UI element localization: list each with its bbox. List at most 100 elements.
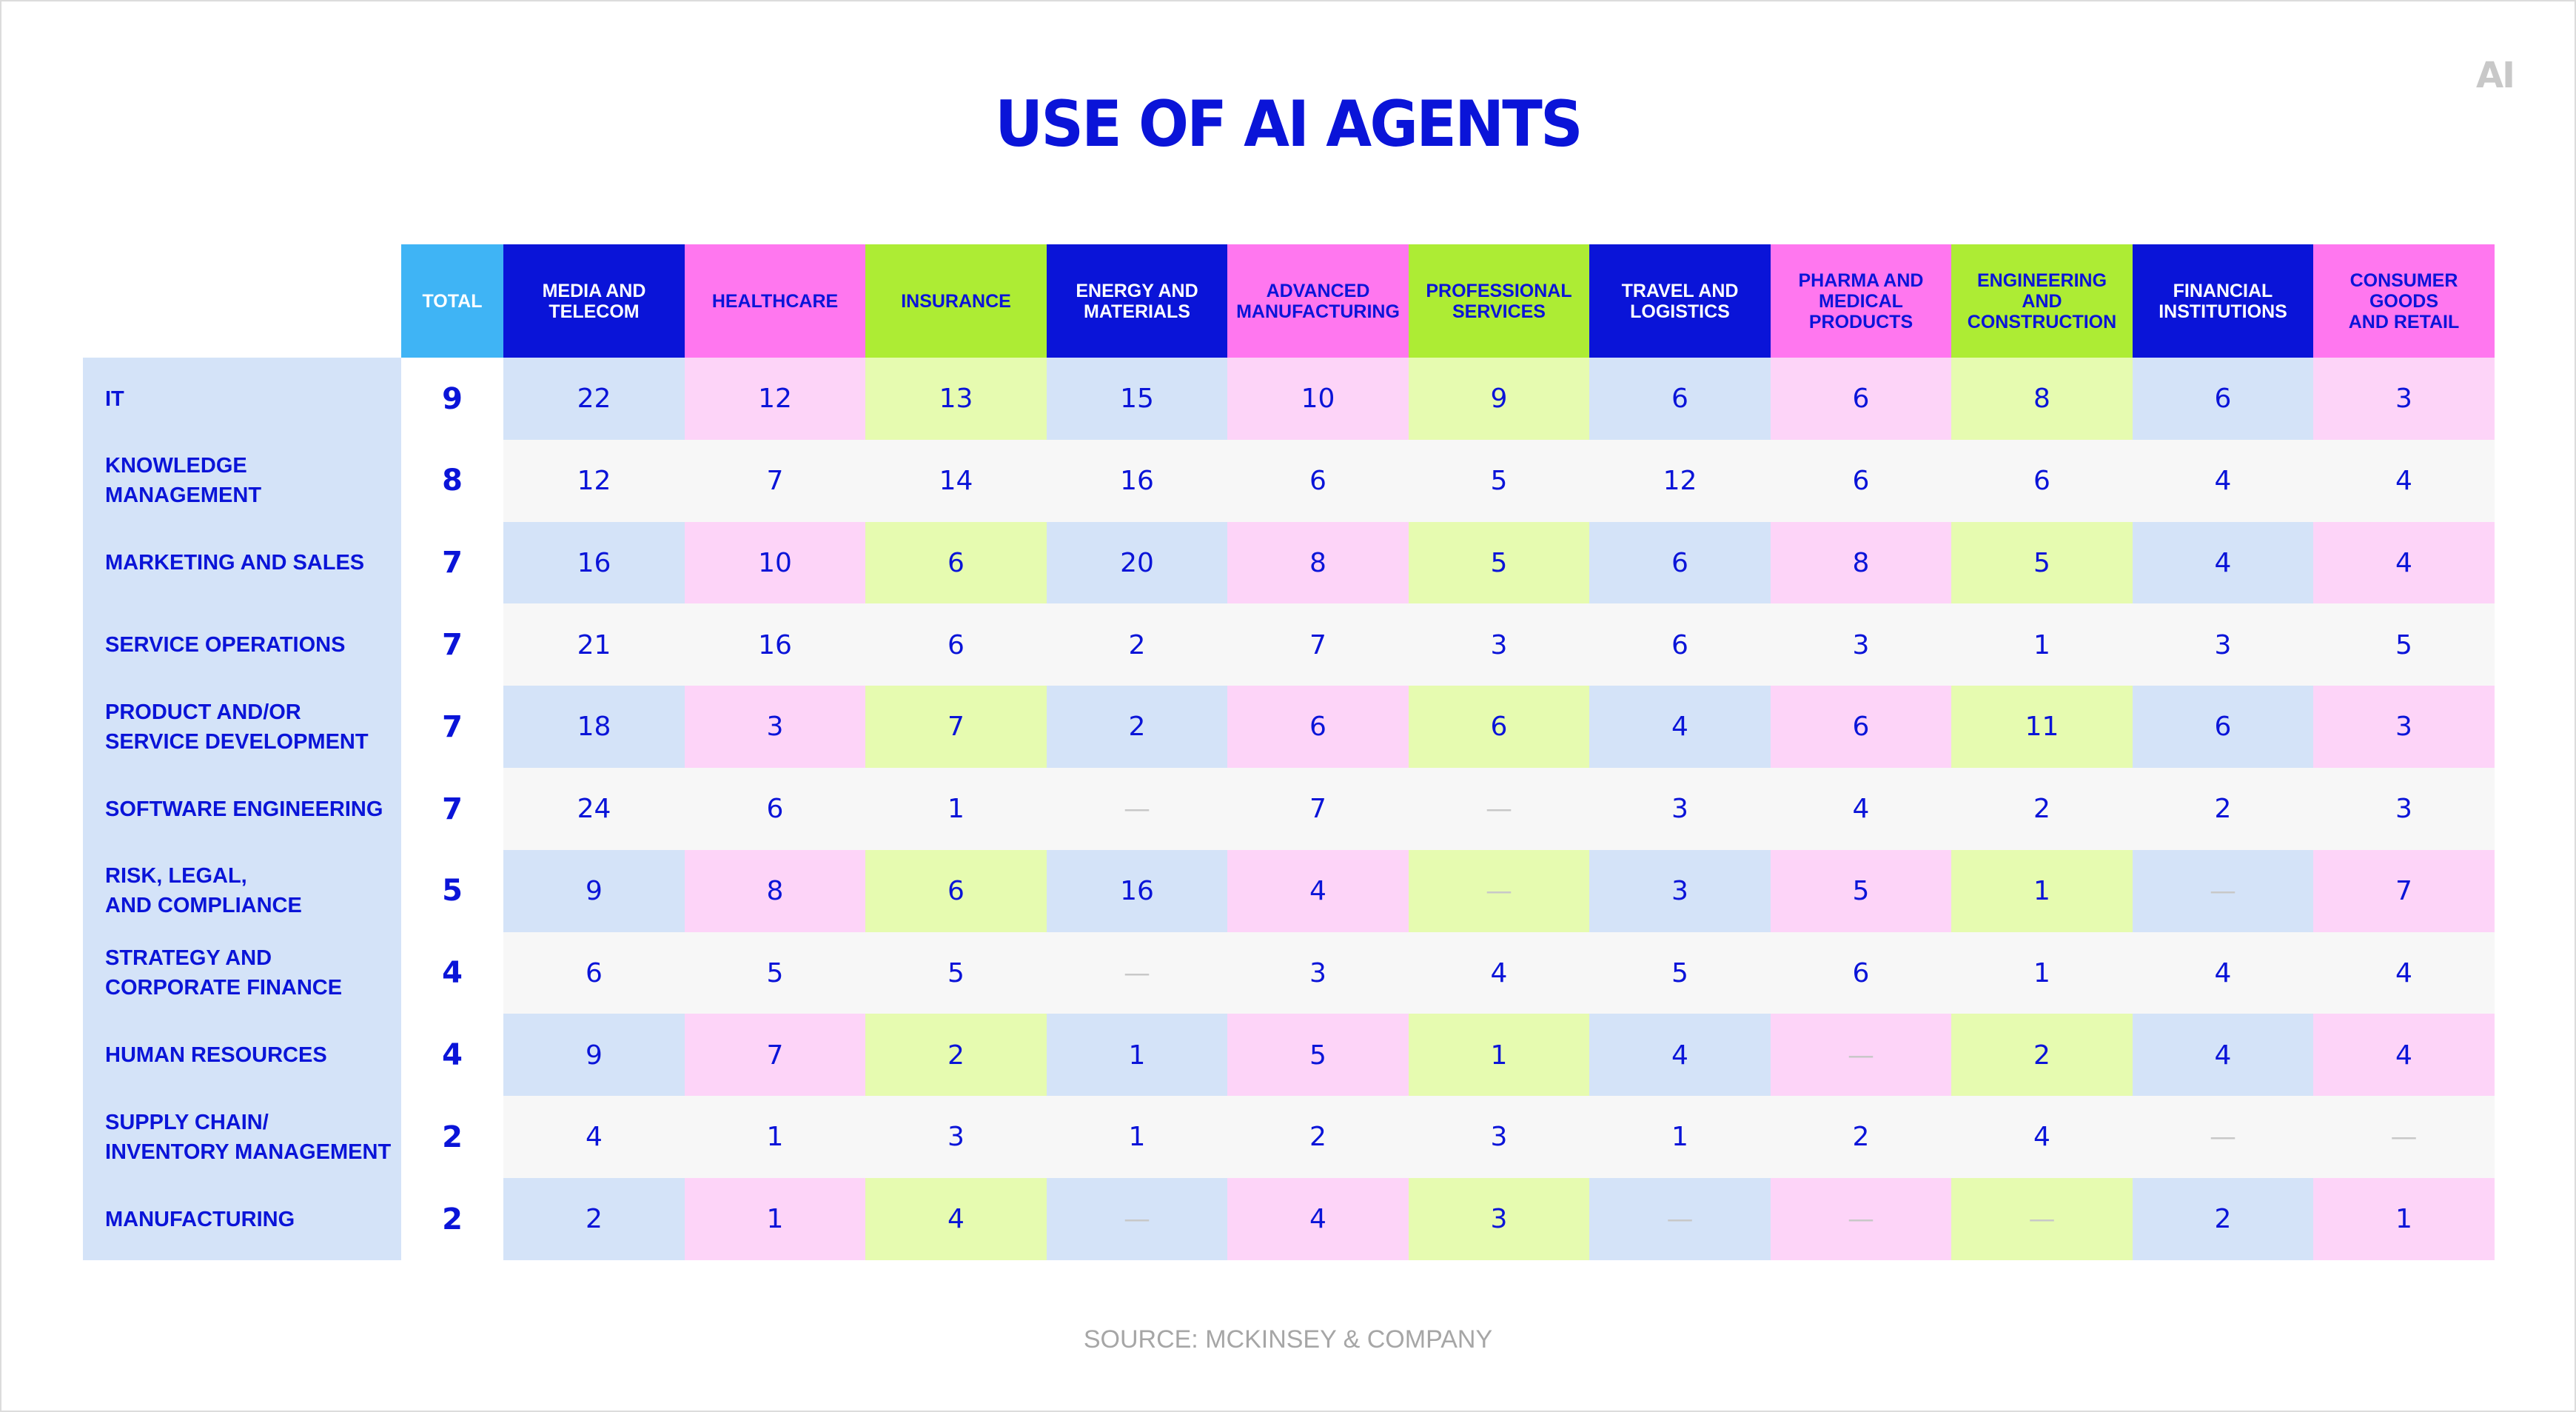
table-cell: 4 [1951,1096,2133,1179]
table-cell: 10 [1227,358,1409,441]
table-cell: 5 [1408,439,1590,523]
table-cell: 6 [1770,439,1952,523]
table-cell: 6 [2132,358,2314,441]
table-cell: 6 [1227,439,1409,523]
table-cell: — [2132,849,2314,933]
table-cell: 6 [2132,686,2314,769]
table-cell: 1 [1408,1014,1590,1097]
row-label: SUPPLY CHAIN/INVENTORY MANAGEMENT [83,1096,401,1179]
table-cell: 5 [1408,521,1590,604]
table-cell: 7 [684,1014,866,1097]
table-cell: 24 [503,768,685,851]
table-cell: 3 [2313,358,2495,441]
table-cell: 21 [503,603,685,686]
column-header: TRAVEL AND LOGISTICS [1589,244,1771,358]
table-cell: 5 [684,931,866,1014]
table-cell: 4 [2313,521,2495,604]
table-cell: 6 [1227,686,1409,769]
table-cell: 8 [1951,358,2133,441]
row-label: SERVICE OPERATIONS [83,603,401,686]
table-cell: — [2313,1096,2495,1179]
table-cell: 3 [1408,603,1590,686]
table-cell: 6 [1770,931,1952,1014]
table-cell: 13 [865,358,1047,441]
table-cell: 7 [865,686,1047,769]
table-cell: 3 [1770,603,1952,686]
table-cell: 4 [1770,768,1952,851]
row-label: KNOWLEDGE MANAGEMENT [83,439,401,523]
table-cell: 7 [1227,603,1409,686]
table-cell: 4 [2313,439,2495,523]
table-cell: 3 [865,1096,1047,1179]
table-cell: 3 [1227,931,1409,1014]
table-cell: 4 [2132,1014,2314,1097]
row-total: 7 [401,521,503,604]
column-header: ENGINEERING AND CONSTRUCTION [1951,244,2133,358]
table-cell: — [1770,1014,1952,1097]
table-cell: 2 [2132,768,2314,851]
table-cell: — [1408,849,1590,933]
table-cell: 1 [1589,1096,1771,1179]
table-cell: 4 [2313,1014,2495,1097]
table-cell: 16 [503,521,685,604]
table-cell: 2 [1951,768,2133,851]
table-cell: 4 [503,1096,685,1179]
table-cell: 3 [684,686,866,769]
column-header: INSURANCE [865,244,1047,358]
column-header: FINANCIAL INSTITUTIONS [2132,244,2314,358]
table-cell: 5 [1770,849,1952,933]
table-cell: 6 [1951,439,2133,523]
table-cell: 3 [2313,686,2495,769]
row-total: 4 [401,931,503,1014]
table-cell: 9 [503,849,685,933]
table-cell: 1 [1951,931,2133,1014]
table-cell: 6 [1589,603,1771,686]
table-cell: 12 [684,358,866,441]
table-cell: — [1046,931,1228,1014]
table-cell: 3 [1589,849,1771,933]
table-cell: 14 [865,439,1047,523]
table-cell: 16 [1046,439,1228,523]
row-total: 7 [401,768,503,851]
table-cell: 6 [684,768,866,851]
table-cell: 6 [865,849,1047,933]
table-cell: 2 [1046,603,1228,686]
table-cell: — [1589,1178,1771,1261]
table-cell: 7 [2313,849,2495,933]
table-cell: 2 [1951,1014,2133,1097]
table-cell: 20 [1046,521,1228,604]
row-label: HUMAN RESOURCES [83,1014,401,1097]
table-cell: 6 [865,521,1047,604]
table-cell: 8 [1770,521,1952,604]
table-cell: 1 [684,1096,866,1179]
row-label: RISK, LEGAL, AND COMPLIANCE [83,849,401,933]
table-cell: 3 [2132,603,2314,686]
table-cell: — [1770,1178,1952,1261]
row-label: MANUFACTURING [83,1178,401,1261]
row-total: 9 [401,358,503,441]
table-cell: 9 [1408,358,1590,441]
table-cell: 16 [684,603,866,686]
table-cell: 15 [1046,358,1228,441]
table-cell: 6 [1408,686,1590,769]
table-cell: 3 [2313,768,2495,851]
table-cell: 4 [2313,931,2495,1014]
table-cell: 4 [1408,931,1590,1014]
table-cell: 6 [1770,686,1952,769]
table-cell: 12 [1589,439,1771,523]
row-total: 7 [401,686,503,769]
row-total: 2 [401,1096,503,1179]
table-cell: 12 [503,439,685,523]
table-cell: 3 [1589,768,1771,851]
table-cell: 1 [1951,603,2133,686]
table-cell: 1 [684,1178,866,1261]
table-cell: 2 [503,1178,685,1261]
table-cell: 6 [1589,358,1771,441]
table-cell: 2 [1046,686,1228,769]
row-total: 8 [401,439,503,523]
column-header: PROFESSIONAL SERVICES [1408,244,1590,358]
column-header: CONSUMER GOODS AND RETAIL [2313,244,2495,358]
table-cell: 4 [1227,849,1409,933]
table-cell: 16 [1046,849,1228,933]
